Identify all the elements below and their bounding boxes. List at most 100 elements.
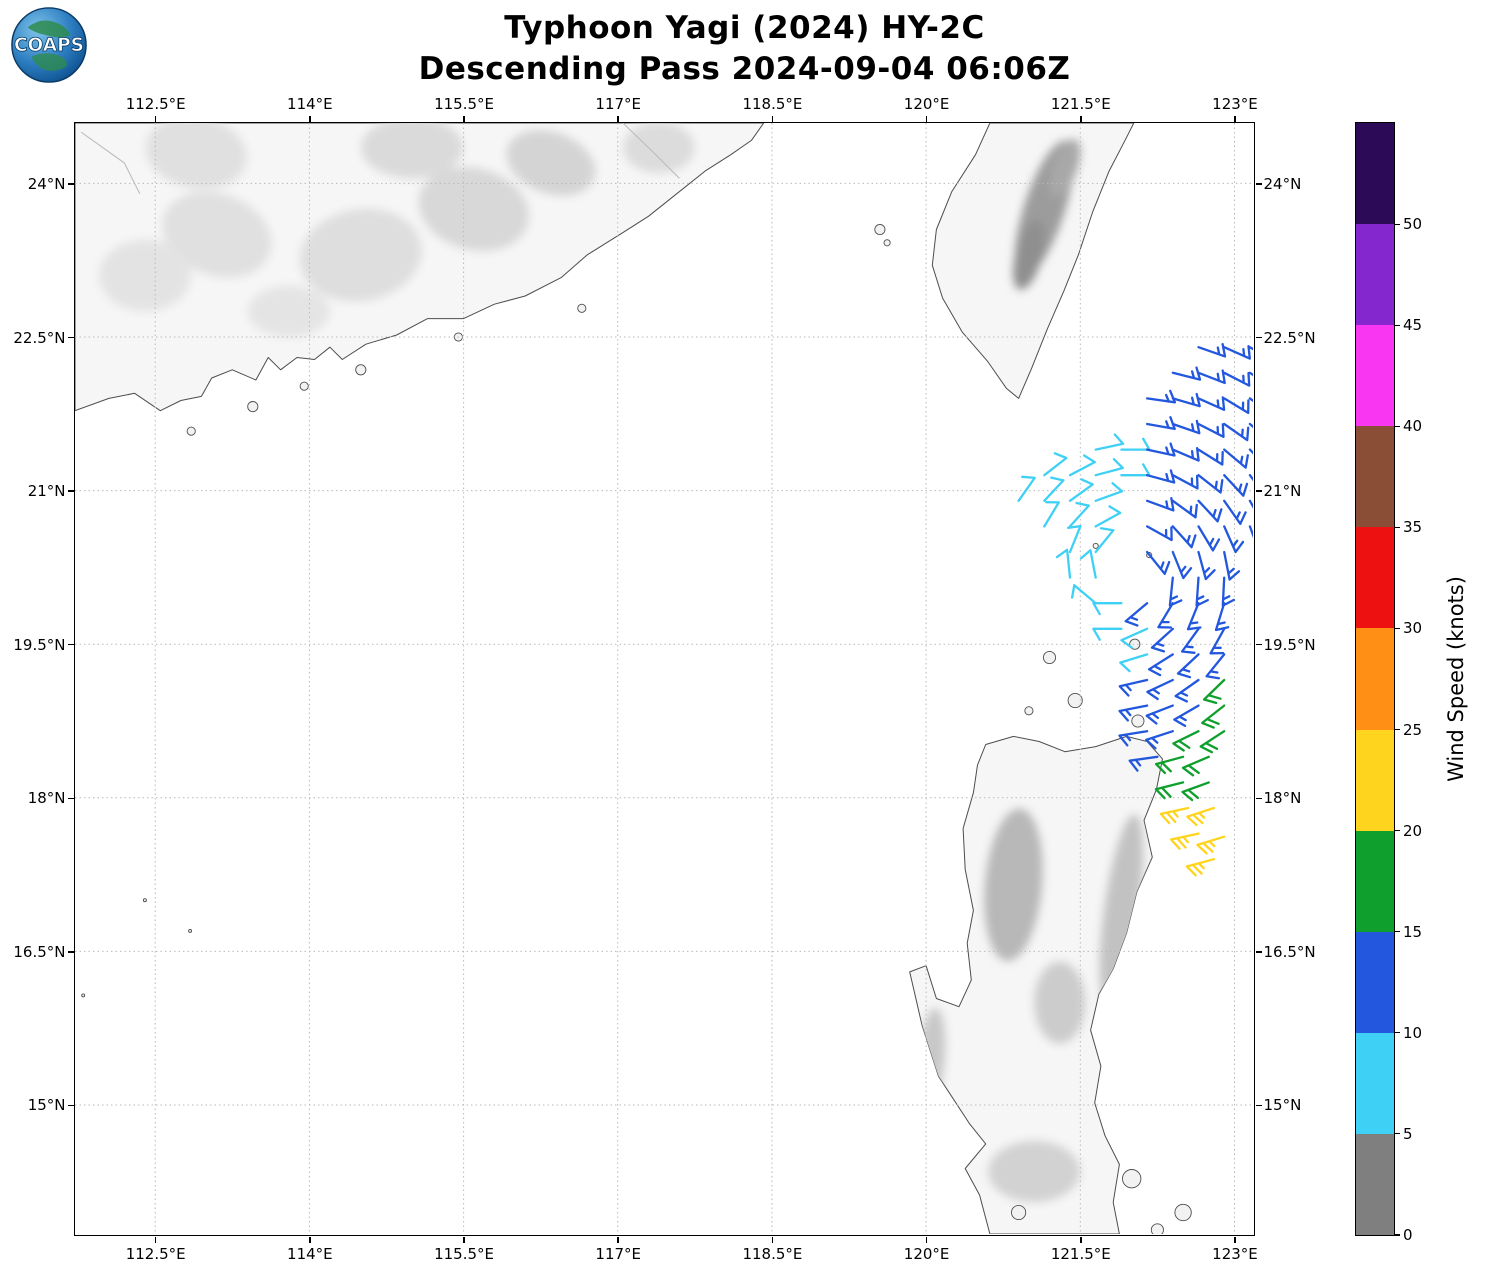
lon-tick-label-bottom: 112.5°E xyxy=(125,1244,186,1263)
wind-barb xyxy=(1201,704,1226,729)
globe-landmass-north xyxy=(27,20,71,38)
terrain-patch xyxy=(1013,220,1045,290)
wind-barb xyxy=(1147,653,1174,677)
colorbar-segment-50-55 xyxy=(1356,123,1394,225)
lon-tick-label-bottom: 120°E xyxy=(903,1244,950,1263)
wind-barb xyxy=(1094,458,1124,477)
terrain-patch xyxy=(99,239,191,312)
wind-barb xyxy=(1223,499,1247,525)
lon-tickmark xyxy=(617,115,619,122)
colorbar-tickmark xyxy=(1395,728,1400,731)
wind-barb xyxy=(1171,366,1202,381)
lon-tickmark xyxy=(309,1236,311,1243)
colorbar-tickmark xyxy=(1395,526,1400,529)
island xyxy=(188,928,193,933)
lat-tickmark xyxy=(1255,797,1262,800)
lon-tickmark xyxy=(925,115,928,122)
wind-barb xyxy=(1173,704,1200,728)
colorbar-label: Wind Speed (knots) xyxy=(1444,576,1468,782)
lat-tick-label-right: 19.5°N xyxy=(1263,635,1316,654)
colorbar-tickmark xyxy=(1395,324,1400,327)
wind-barb xyxy=(1119,653,1149,673)
wind-barb xyxy=(1120,437,1151,451)
wind-barb xyxy=(1196,835,1226,855)
lat-tickmark xyxy=(67,490,74,492)
wind-barb xyxy=(1181,781,1210,802)
wind-barb xyxy=(1248,397,1253,403)
colorbar-tick-label: 40 xyxy=(1403,417,1423,436)
colorbar-segment-30-35 xyxy=(1356,527,1394,629)
wind-barb xyxy=(1171,419,1201,435)
wind-barb xyxy=(1205,653,1226,680)
colorbar-segment-5-10 xyxy=(1356,1032,1394,1134)
wind-barb xyxy=(1209,627,1226,655)
wind-barb xyxy=(1223,422,1250,442)
lat-tick-label-right: 24°N xyxy=(1263,174,1302,193)
lon-tickmark xyxy=(1234,115,1236,122)
wind-barb xyxy=(1171,392,1201,408)
wind-barb xyxy=(1185,858,1216,877)
wind-barb xyxy=(1146,678,1174,701)
wind-barb xyxy=(1197,474,1224,494)
wind-barb xyxy=(1195,576,1209,607)
wind-barb xyxy=(1172,730,1200,752)
colorbar-tick-label: 50 xyxy=(1403,215,1423,234)
lat-tickmark xyxy=(67,1104,74,1107)
lon-tick-label-bottom: 121.5°E xyxy=(1050,1244,1111,1263)
wind-barb xyxy=(1154,755,1185,775)
lon-tick-label-top: 114°E xyxy=(287,94,333,113)
colorbar-segment-20-25 xyxy=(1356,729,1394,831)
wind-barb xyxy=(1248,371,1253,377)
terrain-patch xyxy=(1099,814,1144,1007)
wind-barb xyxy=(1180,627,1200,654)
wind-barb xyxy=(1092,602,1123,616)
island xyxy=(1122,1169,1142,1189)
wind-barb xyxy=(1145,389,1177,404)
wind-barb xyxy=(1124,602,1149,627)
wind-barb xyxy=(1092,627,1123,641)
lon-tick-label-bottom: 123°E xyxy=(1212,1244,1258,1263)
lon-tickmark xyxy=(617,1236,619,1243)
colorbar-tickmark xyxy=(1395,930,1400,933)
island xyxy=(1131,714,1145,728)
terrain-patch xyxy=(988,1140,1080,1203)
lat-tick-label-left: 24°N xyxy=(27,174,66,193)
wind-barb xyxy=(1145,704,1174,725)
title-line-2: Descending Pass 2024-09-04 06:06Z xyxy=(418,50,1071,87)
lon-tick-label-top: 117°E xyxy=(595,94,642,113)
wind-barb xyxy=(1223,345,1251,360)
wind-barb xyxy=(1221,576,1236,607)
lon-tickmark xyxy=(1234,1236,1236,1243)
lon-tickmark xyxy=(154,1236,157,1243)
wind-barb xyxy=(1145,469,1176,484)
colorbar-segment-45-50 xyxy=(1356,224,1394,326)
terrain-patch xyxy=(1049,139,1081,198)
wind-barb xyxy=(1094,505,1122,528)
lon-tickmark xyxy=(1080,1236,1082,1243)
colorbar-tick-label: 30 xyxy=(1403,619,1423,638)
admin-border xyxy=(622,123,680,179)
wind-barb xyxy=(1197,525,1221,552)
island xyxy=(1024,706,1034,716)
wind-barb xyxy=(1223,550,1241,581)
terrain-patch xyxy=(623,123,695,174)
wind-barb xyxy=(1176,653,1200,679)
wind-barb xyxy=(1174,678,1200,703)
colorbar-segment-10-15 xyxy=(1356,931,1394,1033)
terrain-patch xyxy=(361,123,464,179)
wind-barb xyxy=(1248,499,1253,509)
lat-tickmark xyxy=(67,643,74,646)
colorbar-tick-label: 0 xyxy=(1403,1225,1413,1244)
colorbar-tickmark xyxy=(1395,1234,1400,1236)
wind-barb xyxy=(1094,482,1124,502)
colorbar-tick-label: 15 xyxy=(1403,922,1423,941)
wind-barb xyxy=(1223,397,1250,415)
wind-barb xyxy=(1197,342,1227,358)
terrain-patch xyxy=(418,167,530,251)
lon-tick-label-bottom: 115.5°E xyxy=(434,1244,495,1263)
wind-barb xyxy=(1094,433,1125,451)
title-line-1: Typhoon Yagi (2024) HY-2C xyxy=(504,10,985,46)
wind-barb xyxy=(1168,576,1183,607)
wind-barb xyxy=(1181,755,1210,777)
